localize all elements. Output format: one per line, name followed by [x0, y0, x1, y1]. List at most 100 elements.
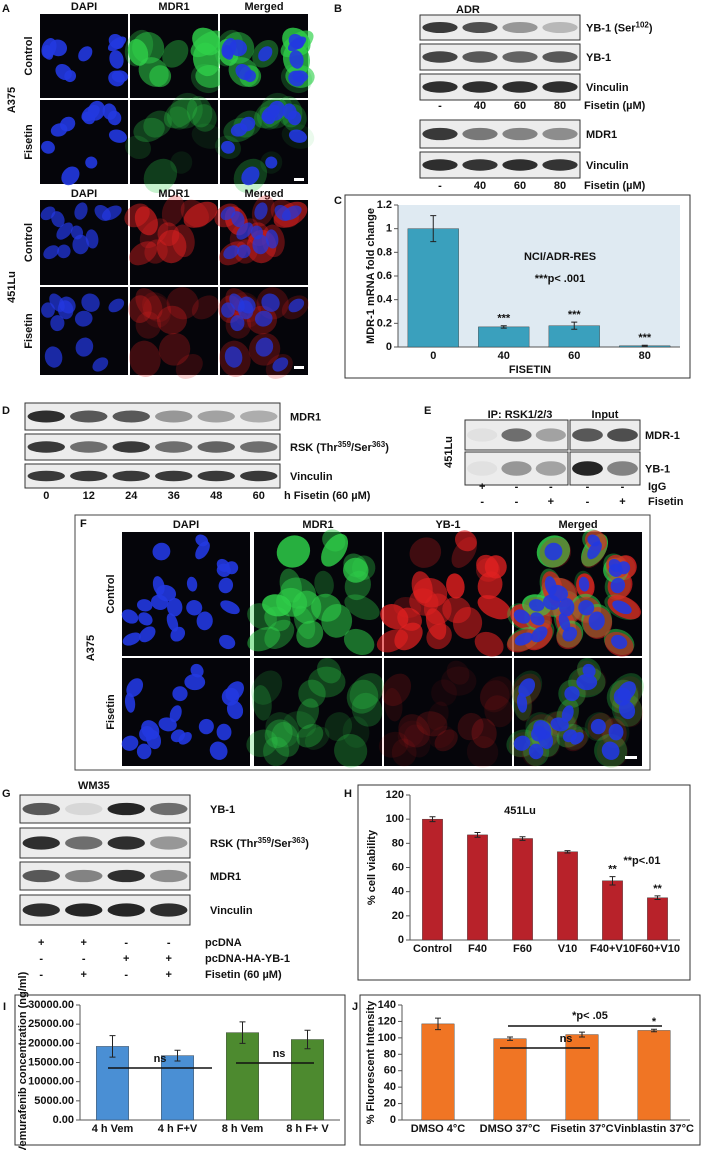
nucleus [166, 613, 179, 632]
lane-label: 60 [514, 100, 526, 112]
column-header: Merged [244, 1, 283, 13]
nucleus [281, 205, 302, 221]
blot-band [502, 81, 538, 93]
sign: + [123, 953, 129, 965]
blot-band [240, 410, 278, 423]
nucleus [244, 70, 257, 83]
nucleus [558, 613, 571, 632]
x-tick-label: 8 h F+ V [286, 1123, 329, 1135]
nucleus [136, 599, 153, 612]
nucleus [559, 597, 575, 617]
panel-letter: J [352, 1001, 358, 1013]
lane-label: 60 [514, 180, 526, 192]
cytoplasm-stain [163, 98, 198, 129]
blot-label: Vinculin [586, 82, 629, 94]
nucleus [240, 116, 256, 132]
cytoplasm-stain [262, 594, 292, 617]
cytoplasm-stain [263, 736, 290, 767]
significance-label: ** [608, 864, 617, 876]
lane-label: 80 [554, 100, 566, 112]
treatment-label: Fisetin (µM) [584, 180, 646, 192]
cytoplasm-stain [158, 332, 191, 366]
blot-band [502, 22, 538, 33]
nucleus [44, 346, 63, 368]
cytoplasm-stain [156, 229, 187, 264]
y-tick-label: 60 [384, 1065, 396, 1077]
cytoplasm-stain [308, 666, 346, 698]
error-bar [174, 1049, 181, 1062]
cytoplasm-stain [344, 594, 380, 621]
label-part: /Ser [271, 838, 293, 850]
sign: - [515, 496, 519, 508]
nucleus [138, 612, 153, 626]
y-tick-label: 1 [386, 223, 392, 235]
cytoplasm-stain [446, 573, 465, 599]
nucleus [218, 577, 234, 594]
blot-band [607, 428, 638, 442]
cytoplasm-stain [162, 39, 189, 68]
column-header: Merged [244, 188, 283, 200]
blot-label: RSK (Thr359/Ser363) [290, 440, 389, 455]
nucleus [170, 626, 186, 642]
nucleus [587, 541, 602, 560]
cytoplasm-stain [296, 724, 324, 748]
column-header: Input [592, 409, 619, 421]
label-part: ) [305, 838, 309, 850]
bar [421, 1023, 455, 1121]
cytoplasm-stain [426, 623, 452, 650]
row-label: Fisetin [23, 313, 35, 349]
blot-band [542, 159, 578, 171]
blot-strip [24, 433, 281, 461]
nucleus [167, 597, 183, 617]
cytoplasm-stain [314, 570, 334, 598]
x-tick-label: 4 h Vem [92, 1123, 134, 1135]
nucleus [272, 357, 289, 372]
blot-band [112, 470, 150, 482]
bar [422, 818, 443, 941]
row-label: Fisetin [105, 694, 117, 730]
blot-band [502, 127, 538, 141]
chart-frame [357, 784, 691, 981]
cytoplasm-stain [170, 151, 193, 174]
cytoplasm-stain [304, 726, 330, 750]
bar [478, 326, 530, 348]
y-tick-label: 30000.00 [28, 999, 74, 1011]
column-header: DAPI [71, 1, 97, 13]
cytoplasm-stain [452, 606, 483, 639]
label-part: RSK (Thr [210, 838, 258, 850]
panel-letter: G [2, 788, 11, 800]
bar [96, 1046, 129, 1121]
blot-band [22, 869, 60, 883]
cytoplasm-stain [183, 201, 218, 228]
bar [493, 1038, 527, 1121]
cytoplasm-stain [393, 596, 422, 618]
annotation: *p< .05 [572, 1010, 608, 1022]
nucleus [562, 626, 578, 642]
nucleus [64, 70, 77, 83]
blot-band [22, 836, 60, 850]
y-tick-label: 120 [386, 789, 404, 801]
cytoplasm-stain [166, 287, 199, 320]
sign: - [480, 496, 484, 508]
y-tick-label: 20000.00 [28, 1037, 74, 1049]
bar [557, 851, 578, 941]
cytoplasm-stain [129, 241, 158, 266]
x-tick-label: V10 [558, 943, 578, 955]
cytoplasm-stain [441, 666, 477, 696]
label-part: YB-1 (Ser [586, 23, 636, 35]
nucleus [43, 245, 60, 260]
blot-band [462, 51, 498, 63]
nucleus [237, 244, 251, 259]
nucleus [225, 681, 244, 701]
y-tick-label: 20 [384, 1098, 396, 1110]
micrograph [254, 658, 382, 766]
cytoplasm-stain [169, 92, 203, 129]
nucleus [81, 293, 100, 312]
nucleus [195, 534, 209, 547]
column-header: Merged [558, 519, 597, 531]
nucleus [87, 100, 106, 121]
cytoplasm-stain [143, 110, 172, 138]
cytoplasm-stain [133, 117, 165, 143]
blot-band [70, 410, 108, 423]
blot-band [240, 470, 278, 482]
